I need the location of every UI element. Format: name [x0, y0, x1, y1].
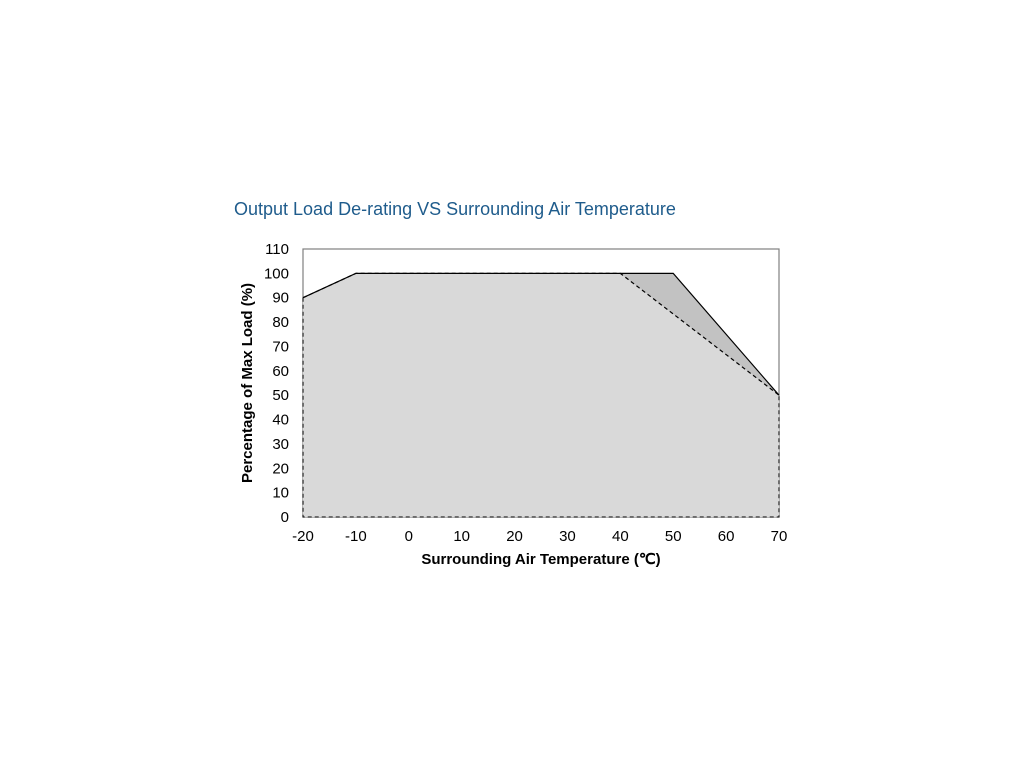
x-tick-label: -20: [292, 528, 314, 545]
y-axis-label: Percentage of Max Load (%): [239, 283, 256, 483]
y-tick-label: 80: [272, 314, 289, 331]
y-tick-label: 20: [272, 460, 289, 477]
y-tick-label: 40: [272, 412, 289, 429]
y-tick-label: 70: [272, 338, 289, 355]
x-tick-label: 50: [665, 528, 682, 545]
x-tick-label: 20: [506, 528, 523, 545]
y-tick-label: 90: [272, 290, 289, 307]
y-tick-label: 30: [272, 436, 289, 453]
x-tick-label: -10: [345, 528, 367, 545]
x-axis-label: Surrounding Air Temperature (℃): [421, 551, 660, 568]
y-tick-label: 100: [264, 265, 289, 282]
y-tick-label: 60: [272, 363, 289, 380]
x-tick-label: 40: [612, 528, 629, 545]
x-tick-label: 10: [453, 528, 470, 545]
area-dashed: [303, 273, 779, 517]
x-tick-label: 0: [405, 528, 413, 545]
y-tick-label: 110: [265, 241, 289, 258]
area-outline-dashed: [302, 297, 780, 518]
chart-title: Output Load De-rating VS Surrounding Air…: [234, 199, 676, 219]
x-tick-label: 30: [559, 528, 576, 545]
x-tick-label: 60: [718, 528, 735, 545]
y-tick-label: 0: [281, 509, 289, 526]
y-tick-label: 50: [272, 387, 289, 404]
x-tick-label: 70: [771, 528, 788, 545]
y-tick-label: 10: [272, 485, 289, 502]
line-dashed: [302, 272, 780, 396]
